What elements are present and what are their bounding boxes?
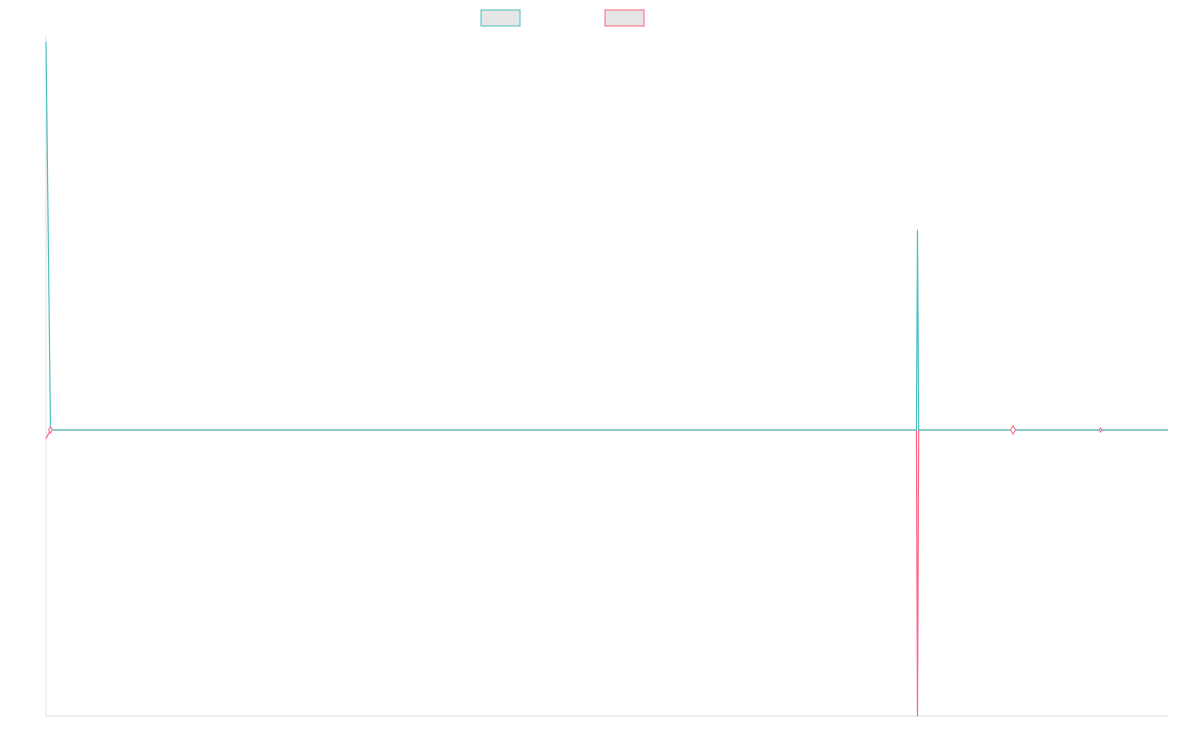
legend-swatch-1[interactable] xyxy=(480,9,521,27)
legend xyxy=(480,9,645,27)
axes xyxy=(45,36,1168,717)
series-1-line xyxy=(45,41,1168,431)
series-2-marker-2 xyxy=(1010,425,1016,435)
series-2-marker-3 xyxy=(1098,427,1103,433)
series-group xyxy=(45,41,1168,717)
series-2-marker-1 xyxy=(48,426,53,434)
legend-swatch-2[interactable] xyxy=(604,9,645,27)
series-2-line xyxy=(45,429,1168,717)
